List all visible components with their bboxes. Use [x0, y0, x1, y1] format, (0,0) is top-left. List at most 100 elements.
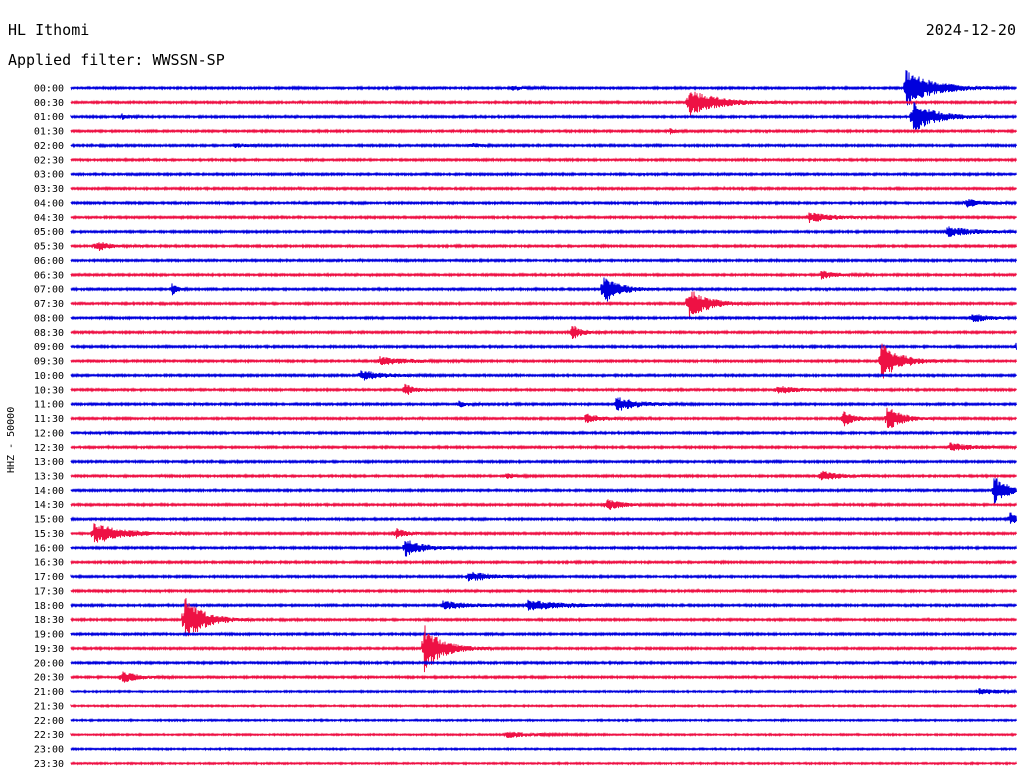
- time-label: 23:00: [34, 745, 64, 756]
- time-label: 05:30: [34, 242, 64, 253]
- time-label: 01:30: [34, 127, 64, 138]
- trace-row: [70, 731, 1017, 738]
- time-label: 10:00: [34, 371, 64, 382]
- time-label: 17:00: [34, 572, 64, 583]
- time-label: 03:30: [34, 184, 64, 195]
- trace-row: [70, 397, 1017, 411]
- time-label: 21:00: [34, 687, 64, 698]
- time-label: 14:30: [34, 500, 64, 511]
- trace-row: [70, 342, 1017, 350]
- time-label: 08:30: [34, 328, 64, 339]
- time-label: 16:00: [34, 543, 64, 554]
- trace-row: [70, 540, 1017, 557]
- trace-row: [70, 760, 1017, 766]
- time-label: 14:00: [34, 486, 64, 497]
- time-label: 11:00: [34, 400, 64, 411]
- trace-row: [70, 212, 1017, 223]
- trace-row: [70, 156, 1017, 163]
- time-label: 18:00: [34, 601, 64, 612]
- trace-row: [70, 470, 1017, 481]
- time-label: 08:00: [34, 313, 64, 324]
- trace-row: [70, 257, 1017, 264]
- time-label: 19:30: [34, 644, 64, 655]
- time-label: 13:30: [34, 471, 64, 482]
- time-label: 02:30: [34, 155, 64, 166]
- trace-row: [70, 599, 1017, 611]
- trace-row: [70, 142, 1017, 149]
- time-label: 07:00: [34, 285, 64, 296]
- time-label: 09:00: [34, 342, 64, 353]
- trace-row: [70, 671, 1017, 683]
- time-label: 09:30: [34, 357, 64, 368]
- station-title: HL Ithomi: [8, 21, 90, 39]
- trace-row: [70, 587, 1017, 594]
- trace-row: [70, 429, 1017, 436]
- time-label: 04:30: [34, 213, 64, 224]
- time-label: 15:30: [34, 529, 64, 540]
- trace-row: [70, 270, 1017, 280]
- time-label: 23:30: [34, 759, 64, 770]
- time-label: 12:00: [34, 428, 64, 439]
- time-label: 16:30: [34, 558, 64, 569]
- trace-row: [70, 512, 1017, 524]
- time-label: 22:30: [34, 730, 64, 741]
- trace-row: [70, 499, 1017, 510]
- trace-row: [70, 478, 1017, 506]
- time-label: 01:00: [34, 112, 64, 123]
- trace-row: [70, 625, 1017, 673]
- time-label: 03:00: [34, 170, 64, 181]
- time-label: 19:00: [34, 630, 64, 641]
- trace-row: [70, 659, 1017, 666]
- time-label: 05:00: [34, 227, 64, 238]
- trace-row: [70, 717, 1017, 723]
- trace-row: [70, 631, 1017, 638]
- trace-row: [70, 70, 1017, 106]
- time-label: 06:00: [34, 256, 64, 267]
- time-label: 18:30: [34, 615, 64, 626]
- trace-row: [70, 91, 1017, 116]
- trace-row: [70, 128, 1017, 135]
- time-label: 11:30: [34, 414, 64, 425]
- trace-row: [70, 314, 1017, 322]
- trace-row: [70, 343, 1017, 379]
- time-label: 02:00: [34, 141, 64, 152]
- trace-row: [70, 571, 1017, 582]
- time-label: 20:30: [34, 673, 64, 684]
- time-label: 07:30: [34, 299, 64, 310]
- trace-row: [70, 523, 1017, 543]
- trace-row: [70, 198, 1017, 208]
- trace-row: [70, 226, 1017, 237]
- trace-row: [70, 102, 1017, 130]
- time-label: 22:00: [34, 716, 64, 727]
- time-label: 15:00: [34, 515, 64, 526]
- date-label: 2024-12-20: [925, 21, 1016, 39]
- trace-row: [70, 383, 1017, 395]
- time-label: 00:00: [34, 84, 64, 95]
- filter-label: Applied filter: WWSSN-SP: [8, 51, 225, 69]
- time-label: 13:00: [34, 457, 64, 468]
- trace-row: [70, 688, 1017, 695]
- trace-row: [70, 407, 1017, 429]
- trace-row: [70, 370, 1017, 381]
- time-label: 00:30: [34, 98, 64, 109]
- trace-row: [70, 703, 1017, 709]
- time-label: 12:30: [34, 443, 64, 454]
- time-label: 17:30: [34, 586, 64, 597]
- trace-row: [70, 598, 1017, 637]
- trace-row: [70, 185, 1017, 192]
- time-label: 21:30: [34, 701, 64, 712]
- trace-row: [70, 277, 1017, 302]
- time-label: 04:00: [34, 198, 64, 209]
- time-label: 10:30: [34, 385, 64, 396]
- trace-row: [70, 325, 1017, 340]
- trace-row: [70, 458, 1017, 465]
- trace-row: [70, 442, 1017, 451]
- trace-row: [70, 171, 1017, 178]
- trace-row: [70, 291, 1017, 318]
- time-label: 06:30: [34, 270, 64, 281]
- trace-row: [70, 242, 1017, 252]
- time-label: 20:00: [34, 658, 64, 669]
- trace-row: [70, 746, 1017, 752]
- trace-row: [70, 559, 1017, 566]
